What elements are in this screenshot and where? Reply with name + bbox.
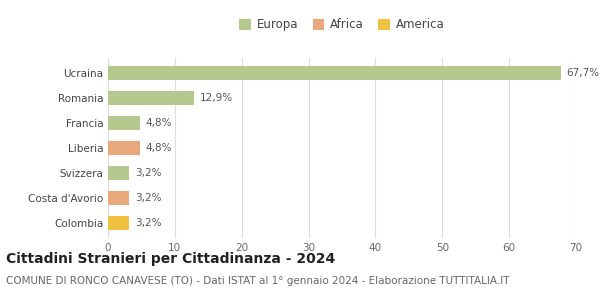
Legend: Europa, Africa, America: Europa, Africa, America [235,14,449,36]
Text: 4,8%: 4,8% [145,118,172,128]
Text: 3,2%: 3,2% [135,193,161,203]
Text: 3,2%: 3,2% [135,218,161,228]
Bar [108,91,194,105]
Bar [108,141,140,155]
Text: 67,7%: 67,7% [566,68,599,78]
Text: 3,2%: 3,2% [135,168,161,178]
Bar [108,216,130,230]
Text: Cittadini Stranieri per Cittadinanza - 2024: Cittadini Stranieri per Cittadinanza - 2… [6,252,335,266]
Text: COMUNE DI RONCO CANAVESE (TO) - Dati ISTAT al 1° gennaio 2024 - Elaborazione TUT: COMUNE DI RONCO CANAVESE (TO) - Dati IST… [6,276,509,285]
Text: 4,8%: 4,8% [145,143,172,153]
Bar [108,191,130,205]
Bar [108,66,560,80]
Bar [108,116,140,130]
Text: 12,9%: 12,9% [200,93,233,103]
Bar [108,166,130,180]
